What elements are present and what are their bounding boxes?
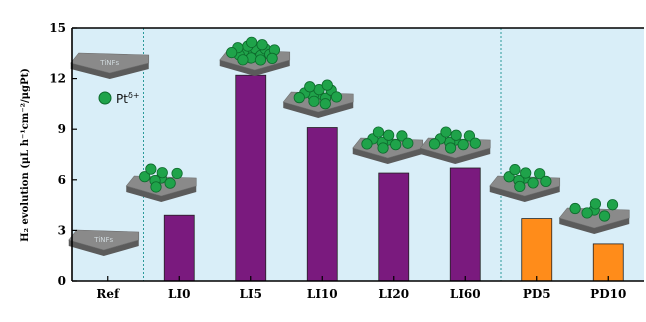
x-tick-label-pd10: PD10 — [590, 287, 626, 301]
slab-li60 — [419, 126, 491, 164]
y-ticks: 0 3 6 9 12 15 — [49, 21, 77, 288]
y-tick-label: 15 — [49, 21, 66, 35]
y-axis-label: H₂ evolution (μL h⁻¹cm⁻²/μgPt) — [20, 68, 31, 242]
x-tick-label-li0: LI0 — [168, 287, 190, 301]
legend: Ptδ+ — [98, 91, 140, 106]
slab-li10 — [282, 79, 354, 118]
catalyst-illustrations: TiNFs TiNFs — [68, 36, 630, 256]
x-tick-label-ref: Ref — [96, 287, 120, 301]
x-tick-label-li60: LI60 — [450, 287, 481, 301]
x-tick-labels: Ref LI0 LI5 LI10 LI20 LI60 PD5 PD10 — [96, 276, 626, 301]
axes — [71, 27, 644, 282]
y-tick-label: 3 — [58, 223, 66, 237]
y-tick-label: 9 — [58, 122, 66, 136]
bar-li0 — [163, 214, 195, 282]
y-tick-label: 12 — [49, 72, 66, 86]
bar-li60 — [449, 167, 481, 282]
slab-li5 — [219, 36, 291, 76]
bar-li5 — [235, 74, 267, 282]
bars — [163, 74, 624, 282]
legend-marker — [98, 91, 112, 105]
x-tick-label-li10: LI10 — [307, 287, 338, 301]
slab-ref-top: TiNFs — [70, 52, 150, 79]
slab-li20 — [352, 126, 424, 164]
slab-li0 — [125, 163, 197, 202]
legend-label: Ptδ+ — [116, 91, 140, 106]
slab-pd10 — [558, 198, 630, 234]
slab-ref-bottom: TiNFs — [68, 229, 140, 256]
x-tick-label-pd5: PD5 — [523, 287, 551, 301]
bar-li10 — [306, 127, 338, 282]
svg-text:TiNFs: TiNFs — [99, 59, 119, 67]
bar-li20 — [378, 172, 410, 282]
svg-text:TiNFs: TiNFs — [93, 236, 113, 244]
y-tick-label: 0 — [58, 274, 66, 288]
x-tick-label-li5: LI5 — [240, 287, 262, 301]
y-tick-label: 6 — [58, 173, 66, 187]
bar-pd5 — [521, 218, 553, 282]
slab-pd5 — [489, 164, 561, 202]
bar-pd10 — [592, 243, 624, 282]
x-tick-label-li20: LI20 — [378, 287, 409, 301]
